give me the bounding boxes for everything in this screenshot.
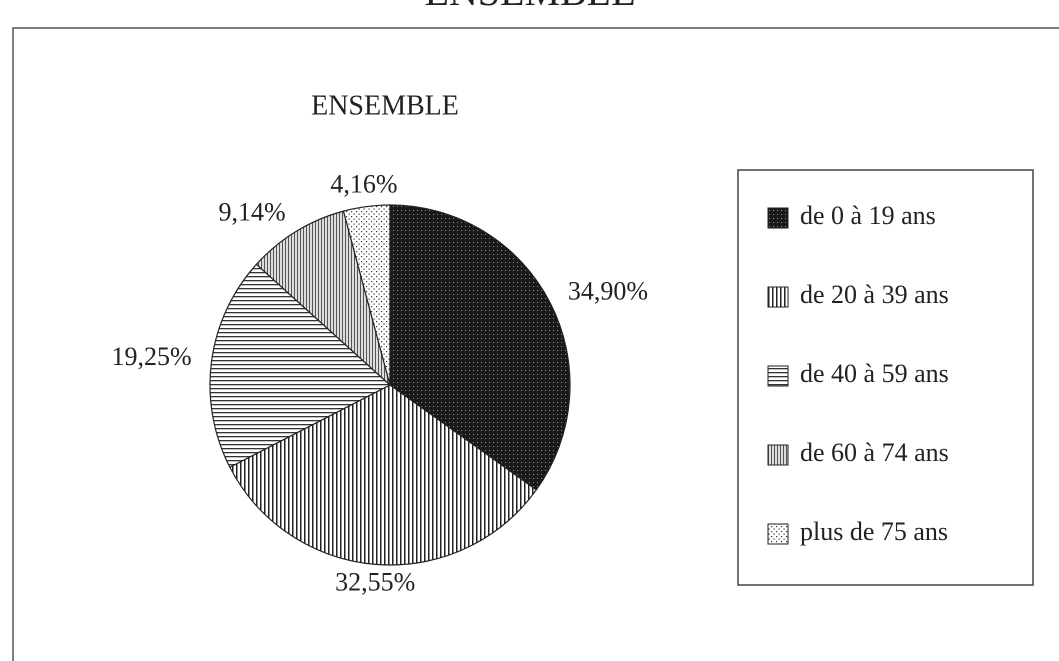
legend-label: de 40 à 59 ans (800, 359, 949, 388)
pie-slice (209, 263, 392, 469)
data-label: 9,14% (219, 197, 286, 226)
page-title: ENSEMBLE (424, 0, 635, 14)
pie-slice (229, 384, 538, 566)
pie-slice (389, 204, 571, 491)
data-label: 32,55% (335, 567, 415, 596)
chart-title: ENSEMBLE (311, 90, 459, 121)
legend-label: de 0 à 19 ans (800, 201, 936, 230)
data-label: 19,25% (112, 342, 192, 371)
legend-swatch (767, 286, 789, 308)
legend-swatch (767, 444, 789, 466)
data-label: 4,16% (330, 170, 397, 199)
legend-swatch (767, 523, 789, 545)
pie-slice (255, 210, 392, 387)
legend-swatch (767, 365, 789, 387)
legend-label: plus de 75 ans (800, 517, 948, 546)
legend-label: de 20 à 39 ans (800, 280, 949, 309)
chart-frame (12, 27, 1059, 661)
legend-swatch (767, 207, 789, 229)
pie-slice (342, 204, 391, 386)
data-label: 34,90% (568, 277, 648, 306)
legend-label: de 60 à 74 ans (800, 438, 949, 467)
